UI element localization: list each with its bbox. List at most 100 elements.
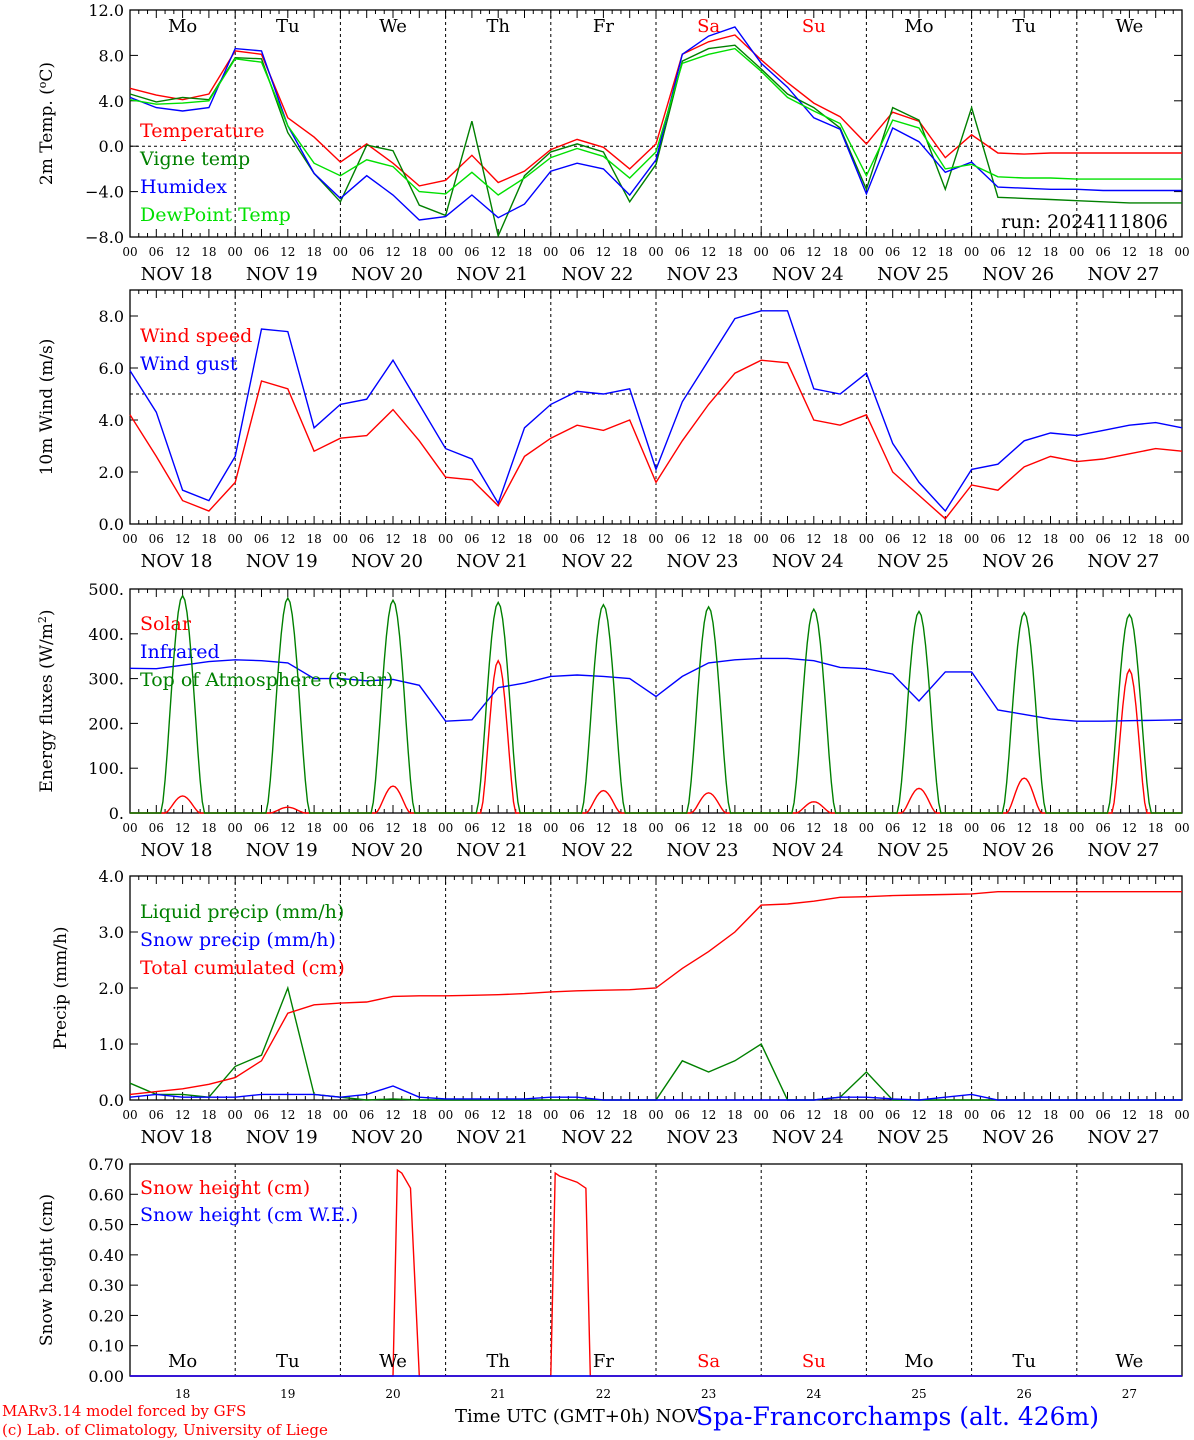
date-label: NOV 23 — [667, 840, 739, 861]
hour-tick-label: 18 — [832, 821, 847, 835]
hour-tick-label: 00 — [1174, 245, 1189, 259]
hour-tick-label: 06 — [1095, 532, 1110, 546]
legend-entry: Solar — [140, 613, 192, 635]
series-line — [129, 47, 1182, 196]
series-line — [129, 26, 1182, 221]
date-label: NOV 26 — [982, 551, 1054, 572]
day-number-label: 21 — [491, 1387, 506, 1401]
day-number-label: 18 — [175, 1387, 190, 1401]
y-tick-label: 300. — [88, 670, 124, 689]
hour-tick-label: 06 — [359, 532, 374, 546]
hour-tick-label: 06 — [464, 1108, 479, 1122]
footer-credit-2: (c) Lab. of Climatology, University of L… — [2, 1421, 328, 1439]
hour-tick-label: 00 — [648, 532, 663, 546]
hour-tick-label: 00 — [648, 821, 663, 835]
day-name-top: Tu — [1012, 16, 1036, 37]
date-label: NOV 21 — [456, 551, 528, 572]
day-number-label: 24 — [806, 1387, 822, 1401]
hour-tick-label: 00 — [754, 532, 769, 546]
day-number-label: 25 — [911, 1387, 926, 1401]
hour-tick-label: 06 — [990, 1108, 1005, 1122]
hour-tick-label: 00 — [648, 1108, 663, 1122]
hour-tick-label: 18 — [412, 532, 427, 546]
hour-tick-label: 12 — [491, 532, 506, 546]
hour-tick-label: 12 — [1017, 821, 1032, 835]
y-tick-label: 4.0 — [99, 92, 124, 111]
date-label: NOV 25 — [877, 1127, 949, 1148]
hour-tick-label: 12 — [596, 245, 611, 259]
hour-tick-label: 12 — [280, 245, 295, 259]
hour-tick-label: 00 — [1174, 821, 1189, 835]
date-label: NOV 22 — [561, 551, 633, 572]
hour-tick-label: 00 — [228, 821, 243, 835]
y-tick-label: 0. — [109, 804, 124, 823]
day-name-top: Th — [486, 16, 510, 37]
hour-tick-label: 00 — [438, 821, 453, 835]
y-tick-label: 4.0 — [99, 867, 124, 886]
y-tick-label: 0.30 — [88, 1276, 124, 1295]
y-tick-label: 0.60 — [88, 1185, 124, 1204]
hour-tick-label: 00 — [859, 821, 874, 835]
hour-tick-label: 06 — [990, 532, 1005, 546]
hour-tick-label: 18 — [201, 245, 216, 259]
hour-tick-label: 12 — [701, 821, 716, 835]
y-tick-label: 0.70 — [88, 1155, 124, 1174]
hour-tick-label: 18 — [1043, 532, 1058, 546]
hour-tick-label: 18 — [832, 245, 847, 259]
day-name-top: Mo — [904, 16, 933, 37]
hour-tick-label: 18 — [727, 1108, 742, 1122]
series-line — [130, 594, 1182, 814]
hour-tick-label: 06 — [569, 532, 584, 546]
series-line — [129, 44, 1182, 239]
y-tick-label: 0.10 — [88, 1337, 124, 1356]
footer-credit-1: MARv3.14 model forced by GFS — [2, 1402, 247, 1420]
legend-entry: Snow height (cm) — [140, 1177, 310, 1199]
hour-tick-label: 18 — [938, 245, 953, 259]
date-label: NOV 18 — [141, 264, 213, 285]
hour-tick-label: 06 — [1095, 245, 1110, 259]
hour-tick-label: 12 — [491, 245, 506, 259]
hour-tick-label: 18 — [201, 821, 216, 835]
hour-tick-label: 18 — [832, 532, 847, 546]
hour-tick-label: 06 — [254, 245, 269, 259]
hour-tick-label: 12 — [911, 532, 926, 546]
series-line — [129, 34, 1182, 187]
hour-tick-label: 06 — [254, 821, 269, 835]
day-name-bottom: Th — [486, 1351, 510, 1372]
hour-tick-label: 12 — [175, 245, 190, 259]
y-axis-title: Snow height (cm) — [37, 1194, 57, 1346]
hour-tick-label: 06 — [780, 532, 795, 546]
date-label: NOV 24 — [772, 264, 844, 285]
series-line — [129, 891, 1182, 1096]
hour-tick-label: 06 — [464, 245, 479, 259]
hour-tick-label: 12 — [175, 821, 190, 835]
y-tick-label: 2.0 — [99, 463, 124, 482]
hour-tick-label: 00 — [1069, 245, 1084, 259]
hour-tick-label: 12 — [701, 1108, 716, 1122]
legend-entry: Vigne temp — [139, 148, 250, 170]
hour-tick-label: 06 — [359, 1108, 374, 1122]
y-tick-label: −8.0 — [85, 228, 124, 247]
legend-entry: Total cumulated (cm) — [140, 957, 345, 979]
y-tick-label: 0.20 — [88, 1306, 124, 1325]
legend-entry: Wind speed — [140, 325, 252, 347]
hour-tick-label: 12 — [806, 1108, 821, 1122]
date-label: NOV 23 — [667, 551, 739, 572]
hour-tick-label: 18 — [1148, 532, 1163, 546]
hour-tick-label: 00 — [1174, 532, 1189, 546]
hour-tick-label: 12 — [1017, 245, 1032, 259]
y-tick-label: 100. — [88, 759, 124, 778]
hour-tick-label: 06 — [885, 1108, 900, 1122]
hour-tick-label: 18 — [201, 532, 216, 546]
y-tick-label: 0.0 — [99, 137, 124, 156]
day-name-top: We — [379, 16, 407, 37]
y-tick-label: 0.50 — [88, 1216, 124, 1235]
date-label: NOV 21 — [456, 1127, 528, 1148]
hour-tick-label: 18 — [1043, 821, 1058, 835]
y-tick-label: 12.0 — [88, 1, 124, 20]
hour-tick-label: 00 — [754, 1108, 769, 1122]
hour-tick-label: 12 — [1122, 1108, 1137, 1122]
y-tick-label: 0.0 — [99, 1091, 124, 1110]
date-label: NOV 20 — [351, 264, 423, 285]
